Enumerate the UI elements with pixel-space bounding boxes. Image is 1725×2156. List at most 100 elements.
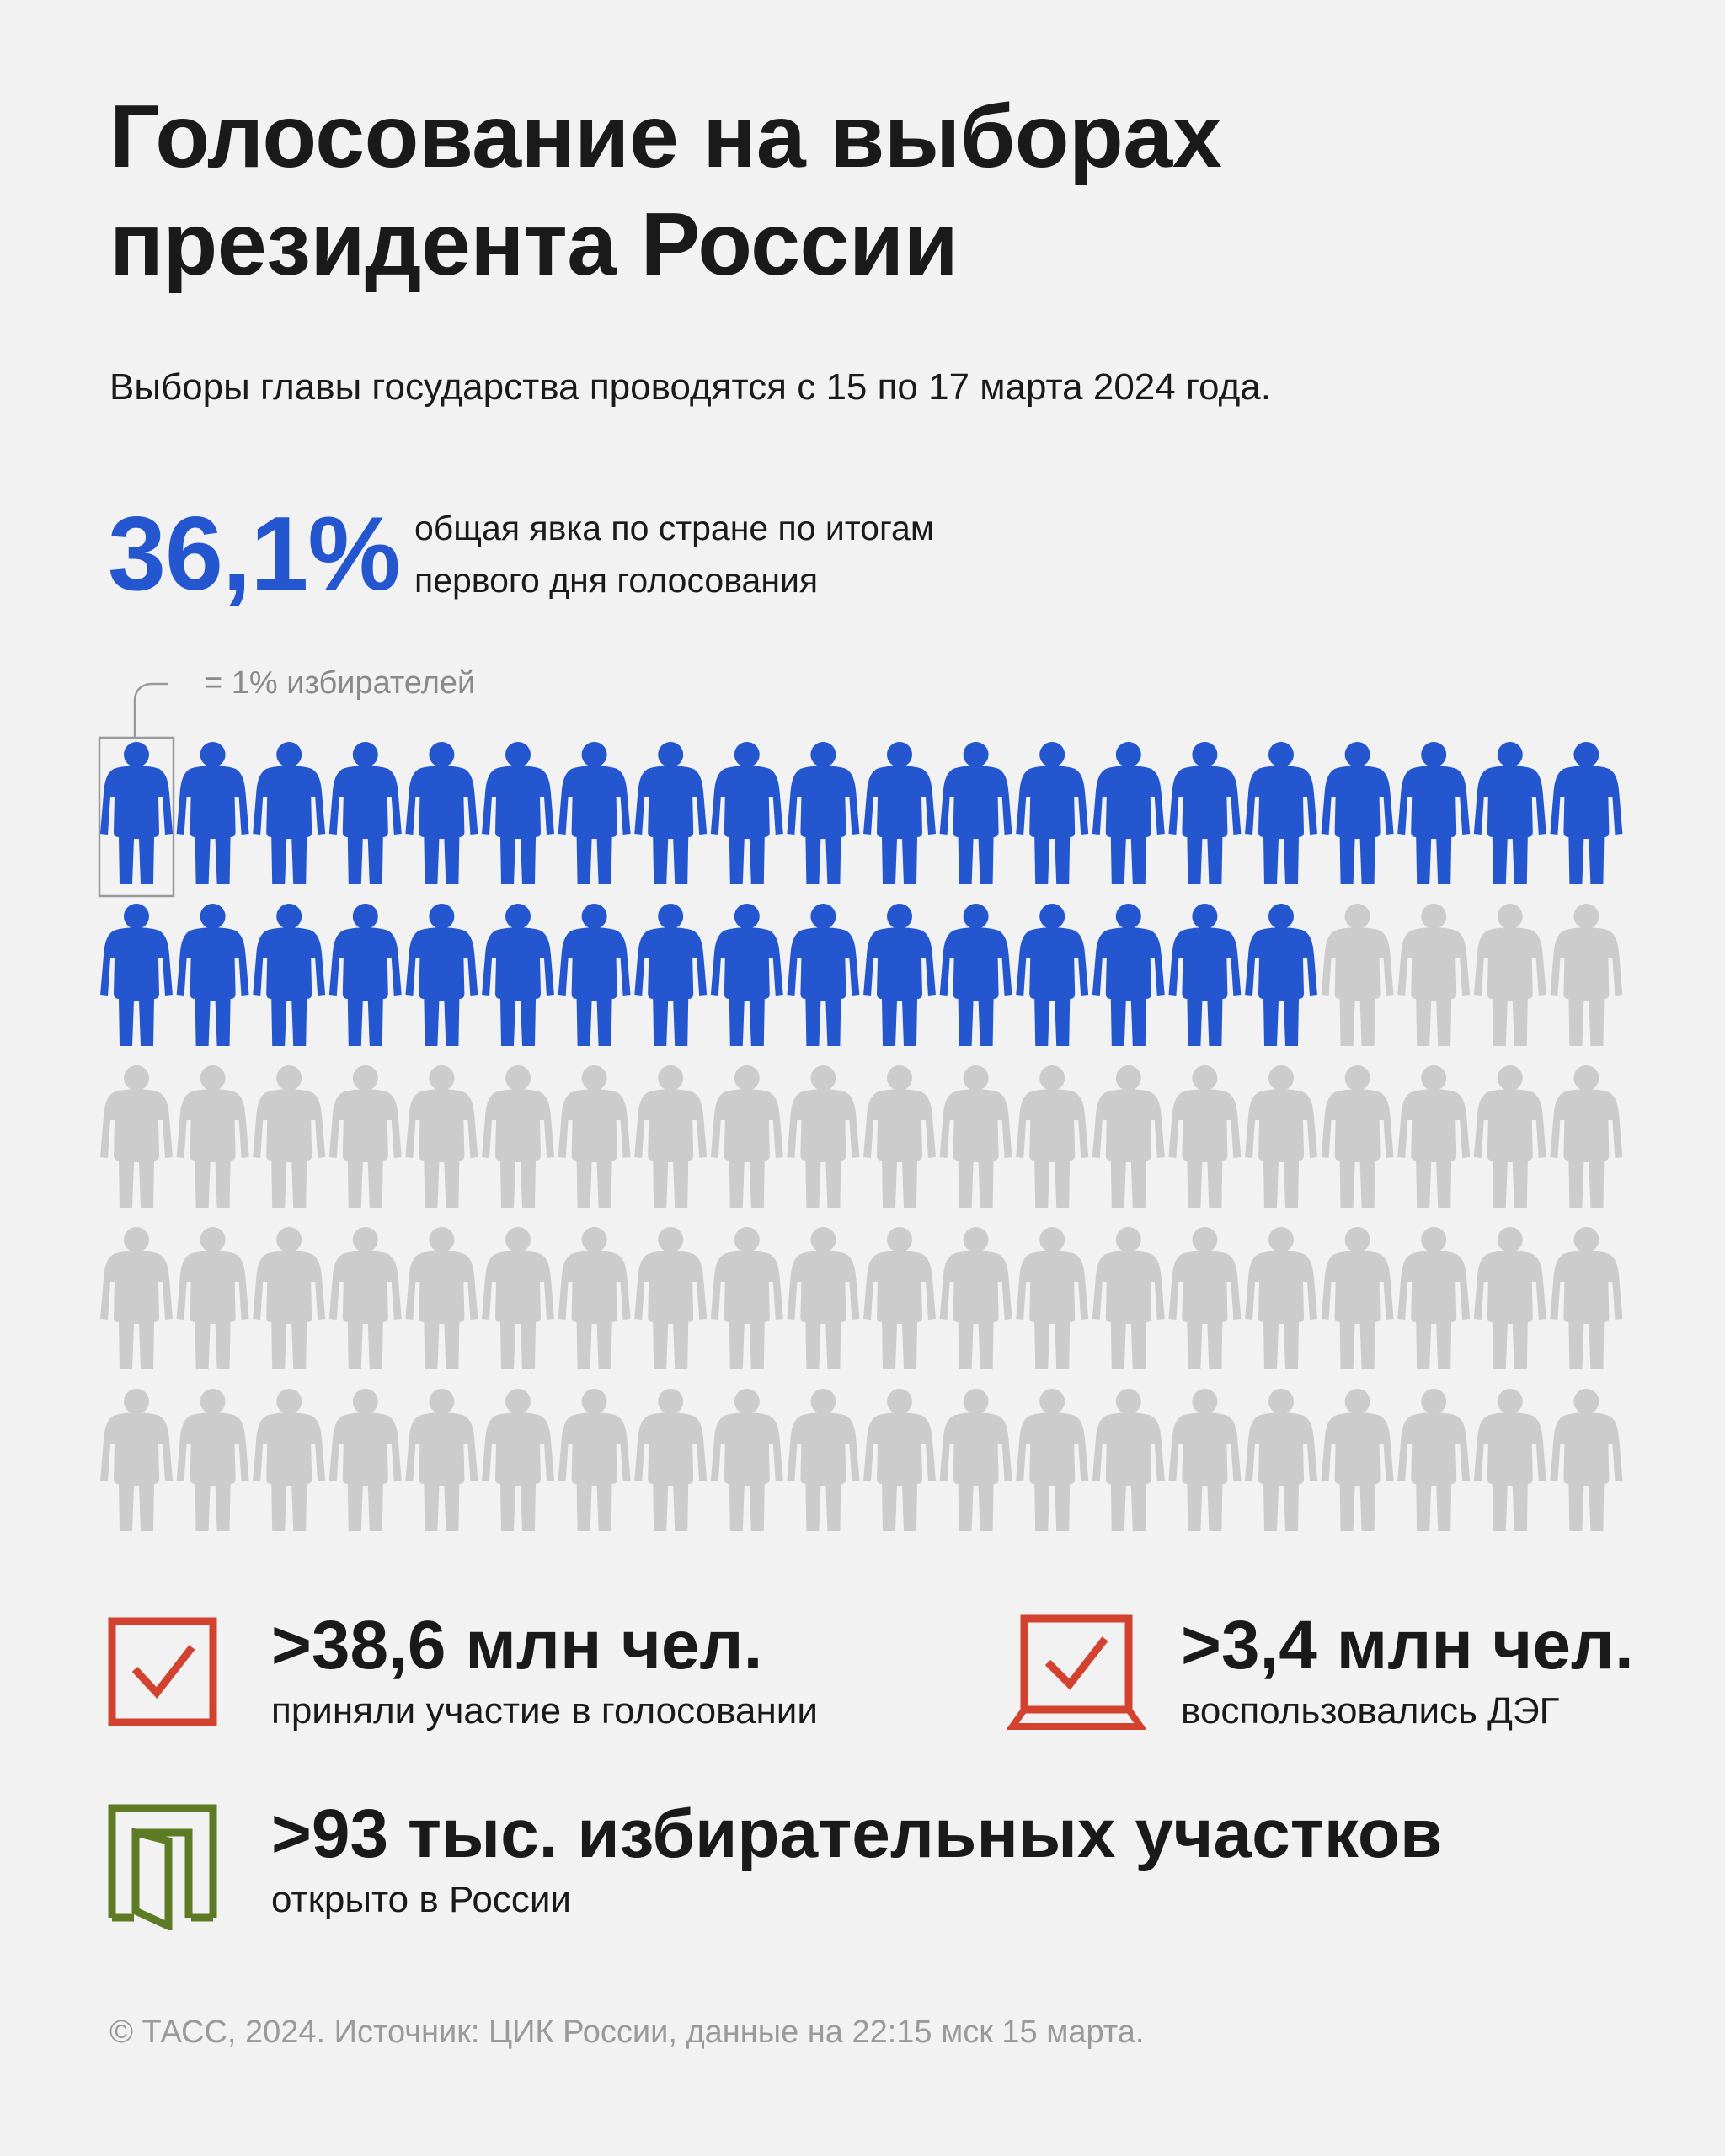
person-icon-voted — [710, 742, 783, 884]
person-icon-not-voted — [1168, 1065, 1242, 1208]
person-icon-not-voted — [863, 1389, 936, 1531]
person-icon-voted — [253, 904, 326, 1046]
person-icon-not-voted — [634, 1389, 708, 1531]
person-icon-voted — [1016, 742, 1089, 884]
person-icon-not-voted — [710, 1227, 783, 1369]
person-icon-voted — [253, 742, 326, 884]
person-icon-voted — [1397, 742, 1471, 884]
stat-deg-label: воспользовались ДЭГ — [1181, 1690, 1560, 1732]
person-icon-not-voted — [328, 1227, 402, 1369]
turnout-value: 36,1% — [108, 496, 401, 612]
person-icon-voted — [405, 742, 478, 884]
person-icon-not-voted — [1245, 1227, 1317, 1369]
person-icon-voted — [328, 904, 402, 1046]
person-icon-not-voted — [939, 1389, 1012, 1531]
person-icon-voted — [405, 904, 478, 1046]
person-icon-voted — [176, 904, 249, 1046]
person-icon-not-voted — [558, 1389, 631, 1531]
turnout-description-line-2: первого дня голосования — [414, 561, 819, 600]
person-icon-voted — [1321, 742, 1394, 884]
person-icon-not-voted — [1016, 1227, 1089, 1369]
person-icon-not-voted — [253, 1389, 326, 1531]
person-icon-not-voted — [1473, 1389, 1546, 1531]
person-icon-voted — [1245, 742, 1317, 884]
person-icon-voted — [939, 904, 1012, 1046]
person-icon-not-voted — [863, 1227, 936, 1369]
person-icon-not-voted — [405, 1389, 478, 1531]
person-icon-not-voted — [1321, 1065, 1394, 1208]
person-icon-not-voted — [1321, 1227, 1394, 1369]
person-icon-not-voted — [787, 1227, 860, 1369]
person-icon-voted — [482, 742, 554, 884]
legend-connector — [133, 682, 168, 738]
person-icon-not-voted — [787, 1389, 860, 1531]
person-icon-not-voted — [939, 1227, 1012, 1369]
person-icon-not-voted — [1016, 1389, 1089, 1531]
person-icon-not-voted — [405, 1065, 478, 1208]
person-icon-not-voted — [1321, 1389, 1394, 1531]
person-icon-not-voted — [1321, 904, 1394, 1046]
person-icon-not-voted — [939, 1065, 1012, 1208]
person-icon-not-voted — [1016, 1065, 1089, 1208]
person-icon-not-voted — [1550, 1389, 1623, 1531]
person-icon-voted — [863, 904, 936, 1046]
person-icon-not-voted — [1397, 1227, 1471, 1369]
person-icon-voted — [710, 904, 783, 1046]
person-icon-not-voted — [176, 1389, 249, 1531]
person-icon-voted — [634, 904, 708, 1046]
title-line-2: президента России — [109, 195, 959, 294]
person-icon-voted — [1168, 742, 1242, 884]
person-icon-not-voted — [100, 1065, 173, 1208]
person-icon-voted — [328, 742, 402, 884]
person-icon-not-voted — [1550, 1065, 1623, 1208]
person-icon-voted — [939, 742, 1012, 884]
door-open-icon — [108, 1804, 217, 1930]
person-icon-not-voted — [1092, 1065, 1165, 1208]
turnout-description-line-1: общая явка по стране по итогам — [414, 509, 935, 547]
person-icon-not-voted — [1168, 1389, 1242, 1531]
person-icon-voted — [787, 904, 860, 1046]
person-icon-voted — [1245, 904, 1317, 1046]
person-icon-voted — [863, 742, 936, 884]
person-icon-not-voted — [1550, 904, 1623, 1046]
person-icon-not-voted — [863, 1065, 936, 1208]
stat-deg-value: >3,4 млн чел. — [1181, 1607, 1634, 1684]
person-icon-not-voted — [1168, 1227, 1242, 1369]
person-icon-voted — [634, 742, 708, 884]
stat-voters-value: >38,6 млн чел. — [271, 1607, 763, 1684]
person-icon-voted — [1092, 742, 1165, 884]
person-icon-not-voted — [1397, 904, 1471, 1046]
ballot-check-icon — [108, 1617, 217, 1726]
person-icon-not-voted — [1397, 1065, 1471, 1208]
person-icon-not-voted — [482, 1065, 554, 1208]
person-icon-not-voted — [710, 1065, 783, 1208]
person-icon-not-voted — [558, 1065, 631, 1208]
person-icon-voted — [482, 904, 554, 1046]
person-icon-voted — [100, 742, 173, 884]
stat-stations-label: открыто в России — [271, 1879, 571, 1920]
footer-source: © ТАСС, 2024. Источник: ЦИК России, данн… — [109, 2015, 1145, 2050]
person-icon-voted — [1550, 742, 1623, 884]
figures-group — [100, 742, 1623, 1531]
person-icon-not-voted — [405, 1227, 478, 1369]
person-icon-not-voted — [176, 1065, 249, 1208]
person-icon-not-voted — [176, 1227, 249, 1369]
person-icon-not-voted — [100, 1389, 173, 1531]
person-icon-not-voted — [1245, 1389, 1317, 1531]
legend-frame — [98, 736, 175, 898]
person-icon-not-voted — [100, 1227, 173, 1369]
person-icon-voted — [1473, 742, 1546, 884]
person-icon-voted — [176, 742, 249, 884]
pictogram-chart — [98, 682, 1623, 1531]
person-icon-not-voted — [558, 1227, 631, 1369]
stat-stations-value: >93 тыс. избирательных участков — [271, 1796, 1443, 1872]
legend-note: = 1% избирателей — [204, 665, 476, 701]
person-icon-voted — [558, 904, 631, 1046]
person-icon-voted — [1168, 904, 1242, 1046]
person-icon-not-voted — [1550, 1227, 1623, 1369]
person-icon-voted — [787, 742, 860, 884]
person-icon-not-voted — [1473, 1065, 1546, 1208]
person-icon-not-voted — [1397, 1389, 1471, 1531]
person-icon-not-voted — [253, 1065, 326, 1208]
person-icon-not-voted — [1473, 904, 1546, 1046]
